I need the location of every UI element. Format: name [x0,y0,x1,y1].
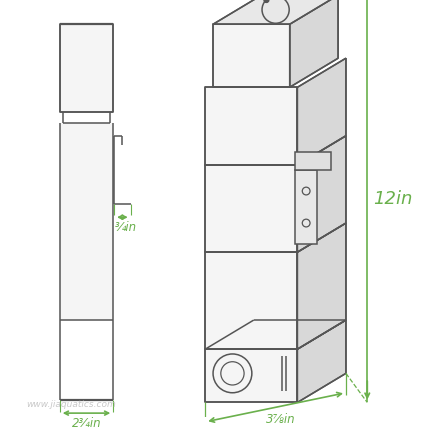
Polygon shape [295,170,317,244]
Polygon shape [290,0,338,87]
Polygon shape [205,349,298,402]
Text: 12in: 12in [373,190,412,208]
Text: 2¾in: 2¾in [72,417,101,430]
Polygon shape [298,136,346,252]
Polygon shape [205,87,298,165]
Text: www.jiaquatics.com: www.jiaquatics.com [26,400,116,409]
Polygon shape [213,0,338,24]
Polygon shape [298,58,346,165]
Polygon shape [60,123,113,320]
Polygon shape [60,24,113,111]
Circle shape [264,0,269,3]
Text: ¾in: ¾in [115,221,137,234]
Polygon shape [213,24,290,87]
Polygon shape [205,165,298,252]
Polygon shape [298,320,346,402]
Polygon shape [205,320,346,349]
Text: 3⅞in: 3⅞in [266,413,295,426]
Polygon shape [295,152,332,170]
Polygon shape [298,223,346,349]
Polygon shape [205,252,298,349]
